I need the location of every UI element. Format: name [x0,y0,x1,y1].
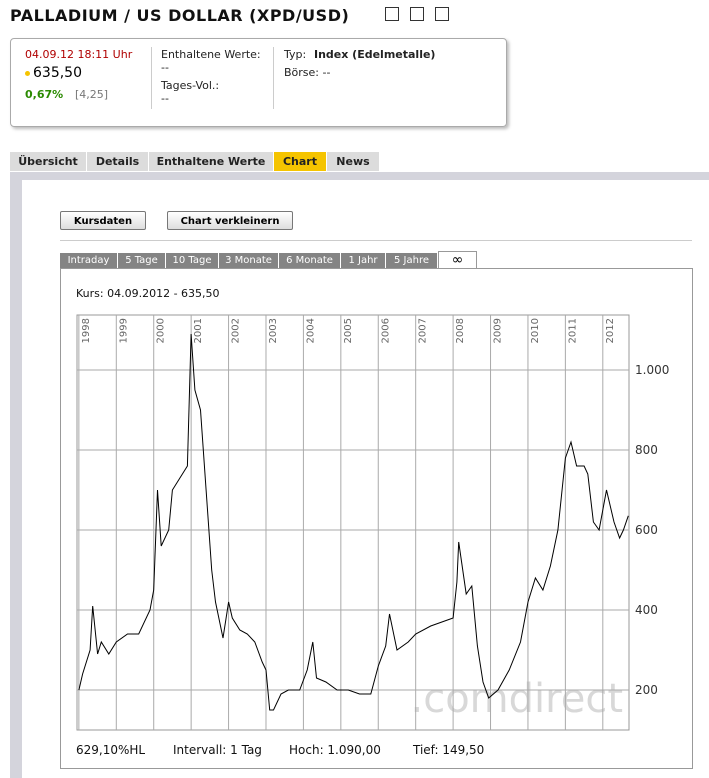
plot-area [76,314,630,731]
x-tick-label: 1998 [81,318,92,343]
exchange: Börse: -- [284,66,331,79]
divider [60,240,692,241]
chart-stat: Intervall: 1 Tag [173,743,262,757]
price-line [78,333,629,711]
quote-box: 04.09.12 18:11 Uhr 635,50 0,67% [4,25] E… [10,38,507,127]
time-tab[interactable]: 3 Monate [219,253,279,268]
y-tick-label: 200 [635,683,658,697]
x-tick-label: 2007 [418,318,429,343]
quote-change-abs: [4,25] [75,88,109,101]
chart-stat: 629,10%HL [76,743,145,757]
x-tick-label: 2012 [605,318,616,343]
tab[interactable]: Enthaltene Werte [149,152,274,171]
time-tab[interactable]: 1 Jahr [341,253,386,268]
chart-stat: Hoch: 1.090,00 [289,743,381,757]
x-tick-label: 2004 [305,318,316,343]
x-tick-label: 2010 [530,318,541,343]
swap-icon[interactable] [435,7,449,21]
y-tick-label: 800 [635,443,658,457]
status-dot [25,71,30,76]
x-tick-label: 2009 [493,318,504,343]
separator [151,47,152,109]
tab[interactable]: Details [87,152,149,171]
tab-active[interactable]: Chart [274,152,327,171]
tab[interactable]: Übersicht [10,152,87,171]
x-tick-label: 1999 [118,318,129,343]
x-tick-label: 2001 [193,318,204,343]
chart-frame [60,268,693,769]
volume-label: Tages-Vol.: [161,79,220,92]
y-tick-label: 600 [635,523,658,537]
time-tab[interactable]: 5 Tage [118,253,166,268]
page-title: PALLADIUM / US DOLLAR (XPD/USD) [10,6,350,25]
chart-subtitle: Kurs: 04.09.2012 - 635,50 [76,287,220,300]
tab[interactable]: News [327,152,380,171]
type-label: Typ: [284,48,307,61]
x-tick-label: 2003 [268,318,279,343]
x-tick-label: 2006 [380,318,391,343]
volume-value: -- [161,92,169,105]
x-tick-label: 2000 [156,318,167,343]
quote-change-pct: 0,67% [25,88,64,101]
button[interactable]: Kursdaten [60,211,146,230]
time-tab[interactable]: 6 Monate [279,253,341,268]
x-tick-label: 2002 [231,318,242,343]
quote-price: 635,50 [33,65,82,81]
quote-datetime: 04.09.12 18:11 Uhr [25,48,133,61]
x-tick-label: 2005 [343,318,354,343]
y-tick-label: 1.000 [635,363,669,377]
tab-bar [10,172,709,180]
button[interactable]: Chart verkleinern [167,211,293,230]
help-icon[interactable] [385,7,399,21]
contained-label: Enthaltene Werte: [161,48,261,61]
separator [273,47,274,109]
y-tick-label: 400 [635,603,658,617]
time-tab-active[interactable]: ∞ [438,251,477,269]
watermark: .comdirect [411,676,624,722]
chart-stat: Tief: 149,50 [412,743,484,757]
type-value: Index (Edelmetalle) [314,48,436,61]
x-tick-label: 2011 [567,318,578,343]
time-tab[interactable]: 10 Tage [166,253,219,268]
print-icon[interactable] [410,7,424,21]
content-border [10,172,22,778]
x-tick-label: 2008 [455,318,466,343]
contained-value: -- [161,61,169,74]
time-tab[interactable]: 5 Jahre [386,253,438,268]
time-tab[interactable]: Intraday [60,253,118,268]
